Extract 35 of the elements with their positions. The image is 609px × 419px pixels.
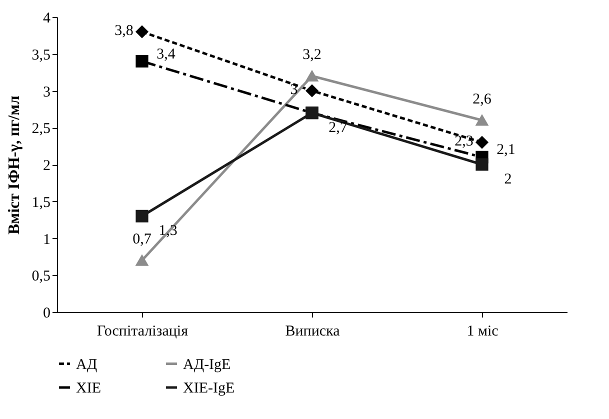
point (136, 54, 148, 68)
point (476, 114, 488, 126)
point (306, 84, 318, 98)
y-tick-label: 2,5 (32, 121, 50, 138)
point (136, 254, 148, 266)
x-tick-label: 1 міс (466, 324, 499, 340)
y-tick-label: 3 (43, 84, 50, 100)
data-label: 0,7 (132, 231, 152, 248)
legend-label: АД (76, 356, 98, 373)
point (306, 70, 318, 82)
x-tick-label: Виписка (285, 324, 340, 340)
data-label: 2,7 (328, 120, 348, 136)
data-label: 2,1 (496, 142, 516, 158)
point (476, 136, 488, 149)
data-label: 3,8 (114, 22, 134, 39)
data-label: 3,4 (156, 46, 176, 62)
legend-label: АД-IgE (183, 356, 231, 373)
data-label: 1,3 (158, 223, 178, 240)
legend-label: ХІЕ-IgE (183, 380, 235, 396)
point (476, 158, 488, 171)
y-tick-label: 0,5 (32, 268, 50, 285)
legend-label: ХІЕ (76, 380, 101, 396)
y-tick-label: 3,5 (32, 47, 50, 64)
y-tick-label: 1,5 (32, 194, 50, 211)
point (136, 210, 148, 222)
data-label: 2 (504, 172, 512, 188)
y-tick-label: 0 (43, 306, 50, 322)
y-tick-label: 4 (43, 10, 51, 26)
data-label: 3,2 (302, 47, 322, 63)
x-tick-label: Госпіталізація (97, 324, 188, 340)
point (136, 25, 148, 38)
y-axis-title: Вміст ІФН-γ, пг/мл (6, 95, 23, 235)
data-label: 2,6 (472, 91, 492, 108)
y-tick-label: 2 (43, 158, 50, 174)
y-tick-label: 1 (43, 232, 50, 248)
